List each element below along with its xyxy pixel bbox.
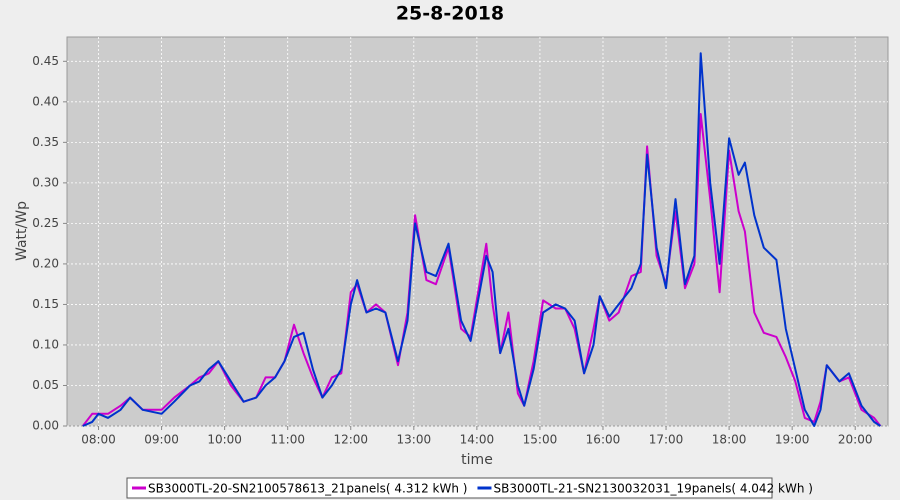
y-tick-label: 0.35 bbox=[32, 135, 59, 149]
y-tick-label: 0.05 bbox=[32, 378, 59, 392]
series-line bbox=[82, 52, 881, 427]
series-line bbox=[82, 113, 882, 427]
x-tick-label: 10:00 bbox=[207, 433, 242, 447]
x-tick-label: 17:00 bbox=[649, 433, 684, 447]
x-tick-label: 16:00 bbox=[586, 433, 621, 447]
chart-title: 25-8-2018 bbox=[396, 3, 504, 25]
x-tick-label: 19:00 bbox=[775, 433, 810, 447]
x-tick-label: 11:00 bbox=[270, 433, 305, 447]
y-tick-label: 0.30 bbox=[32, 175, 59, 189]
y-tick-label: 0.45 bbox=[32, 54, 59, 68]
plot-area bbox=[66, 36, 889, 427]
x-axis-label: time bbox=[461, 452, 493, 468]
legend-box bbox=[126, 477, 773, 499]
x-tick-label: 13:00 bbox=[397, 433, 432, 447]
y-tick-label: 0.20 bbox=[32, 256, 59, 270]
y-tick-label: 0.40 bbox=[32, 94, 59, 108]
y-tick-label: 0.10 bbox=[32, 337, 59, 351]
x-tick-label: 09:00 bbox=[144, 433, 179, 447]
x-tick-label: 15:00 bbox=[523, 433, 558, 447]
x-tick-label: 14:00 bbox=[460, 433, 495, 447]
legend-label: SB3000TL-21-SN2130032031_19panels( 4.042… bbox=[493, 482, 812, 496]
legend-label: SB3000TL-20-SN2100578613_21panels( 4.312… bbox=[148, 482, 467, 496]
x-tick-label: 12:00 bbox=[333, 433, 368, 447]
y-tick-label: 0.25 bbox=[32, 216, 59, 230]
y-axis-label: Watt/Wp bbox=[14, 201, 30, 261]
x-tick-label: 20:00 bbox=[838, 433, 873, 447]
x-tick-label: 08:00 bbox=[81, 433, 116, 447]
y-tick-label: 0.15 bbox=[32, 297, 59, 311]
x-tick-label: 18:00 bbox=[712, 433, 747, 447]
y-tick-label: 0.00 bbox=[32, 419, 59, 433]
